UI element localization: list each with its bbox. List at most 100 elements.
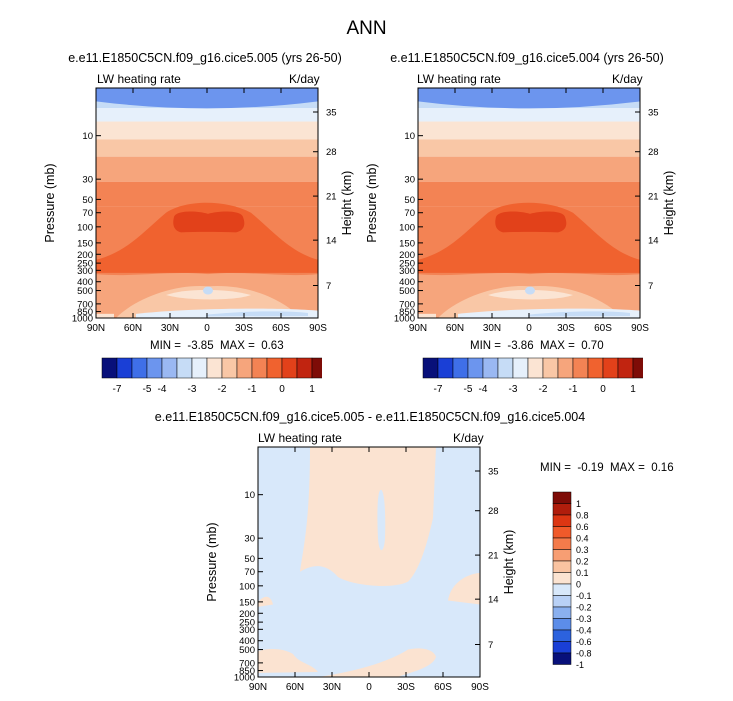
x-tick-label: 90N [249,682,267,693]
y-tick-label: 100 [77,222,93,233]
y2-tick-label: 35 [326,107,337,118]
colorbar-label: 0.8 [576,511,589,521]
heating-field [96,88,318,318]
negative-sliver [377,489,386,551]
y-tick-label: 70 [82,208,93,219]
y-tick-label: 250 [399,259,415,270]
y-tick-label: 500 [399,286,415,297]
y2-tick-label: 7 [488,640,493,651]
colorbar-label: -0.6 [576,637,592,647]
core-region [96,202,318,273]
y-axis-label: Pressure (mb) [205,522,219,601]
lower-band-3 [488,289,573,300]
y-tick-label: 400 [399,277,415,288]
y-tick-label: 30 [82,175,93,186]
colorbar-swatch [497,357,514,379]
y-tick-label: 1000 [72,314,93,325]
x-tick-label: 90S [471,682,489,693]
colorbar-label: 0.3 [576,545,589,555]
x-tick-label: 0 [366,682,372,693]
surface-band-2 [206,311,308,317]
colorbar-label: -4 [158,384,167,395]
colorbar-label: -2 [539,384,548,395]
x-tick-label: 30S [397,682,415,693]
blue-cap [418,88,640,109]
colorbar-label: -3 [188,384,197,395]
panel-1-right-label: K/day [289,72,320,86]
figure-title: ANN [346,18,387,39]
y2-axis-label: Height (km) [502,530,516,595]
x-tick-label: 90S [309,323,327,334]
colorbar-swatch [146,357,163,379]
polar-patch [96,313,114,318]
polar-patch [418,313,436,318]
y-tick-label: 300 [77,266,93,277]
colorbar-swatch [552,514,572,527]
colorbar-label: -3 [509,384,518,395]
band [418,139,640,157]
colorbar-label: -1 [569,384,578,395]
x-tick-label: 30S [235,323,253,334]
y-tick-label: 100 [239,581,255,592]
x-tick-label: 60S [594,323,612,334]
y-tick-label: 700 [77,299,93,310]
y2-tick-label: 14 [326,236,337,247]
colorbar-swatch [552,491,572,504]
x-tick-label: 90S [631,323,649,334]
panel-2-left-label: LW heating rate [417,72,501,86]
colorbar-swatch [552,606,572,619]
y-tick-label: 150 [77,238,93,249]
colorbar-swatch [116,357,133,379]
y2-tick-label: 28 [326,147,337,158]
positive-region [300,447,436,587]
x-tick-label: 30S [557,323,575,334]
y-tick-label: 1000 [234,673,255,684]
x-tick-label: 30N [323,682,341,693]
colorbar-label: 1 [576,499,581,509]
axes: 90N 60N 30N 0 30S 60S 90S103050701001502002503… [43,87,354,334]
colorbar-swatch [452,357,469,379]
y2-tick-label: 28 [488,506,499,517]
y-tick-label: 10 [244,490,255,501]
colorbar-label: 0.1 [576,568,589,578]
y2-tick-label: 21 [326,192,337,203]
colorbar-label: -7 [113,384,122,395]
panel-3-right-label: K/day [453,431,484,445]
y-tick-label: 30 [404,175,415,186]
band [96,108,318,122]
surface-band-2 [528,311,630,317]
colorbar-swatch [552,595,572,608]
panel-1-title: e.e11.E1850C5CN.f09_g16.cice5.005 (yrs 2… [68,51,342,65]
colorbar-label: -0.3 [576,614,592,624]
colorbar-swatch [602,357,619,379]
y2-tick-label: 21 [648,192,659,203]
colorbar-swatch [236,357,253,379]
colorbar-label: 1 [630,384,636,395]
y-tick-label: 150 [399,238,415,249]
panel-1-colorbar: -7 -5 -4 -3 -2 -1 0 1 [101,357,322,395]
colorbar-swatch [206,357,223,379]
x-tick-label: 90N [409,323,427,334]
colorbar-swatch [552,572,572,585]
cool-spot [525,286,535,295]
y-tick-label: 100 [399,222,415,233]
panel-1-stats: MIN = -3.85 MAX = 0.63 [150,340,284,352]
colorbar-swatch [422,357,439,379]
x-tick-label: 30N [161,323,179,334]
core-region [418,202,640,273]
colorbar-label: -4 [479,384,488,395]
colorbar-swatch [281,357,298,379]
colorbar-swatch [437,357,454,379]
y-tick-label: 250 [239,618,255,629]
x-tick-label: 60S [272,323,290,334]
positive-region-4 [258,649,318,673]
y-tick-label: 400 [77,277,93,288]
y2-tick-label: 7 [326,281,331,292]
colorbar-label: -2 [218,384,227,395]
panel-2-stats: MIN = -3.86 MAX = 0.70 [470,340,604,352]
colorbar-swatch [552,537,572,550]
y-tick-label: 300 [239,625,255,636]
colorbar-swatch [161,357,178,379]
colorbar-label: 1 [309,384,315,395]
colorbar-swatch [552,583,572,596]
